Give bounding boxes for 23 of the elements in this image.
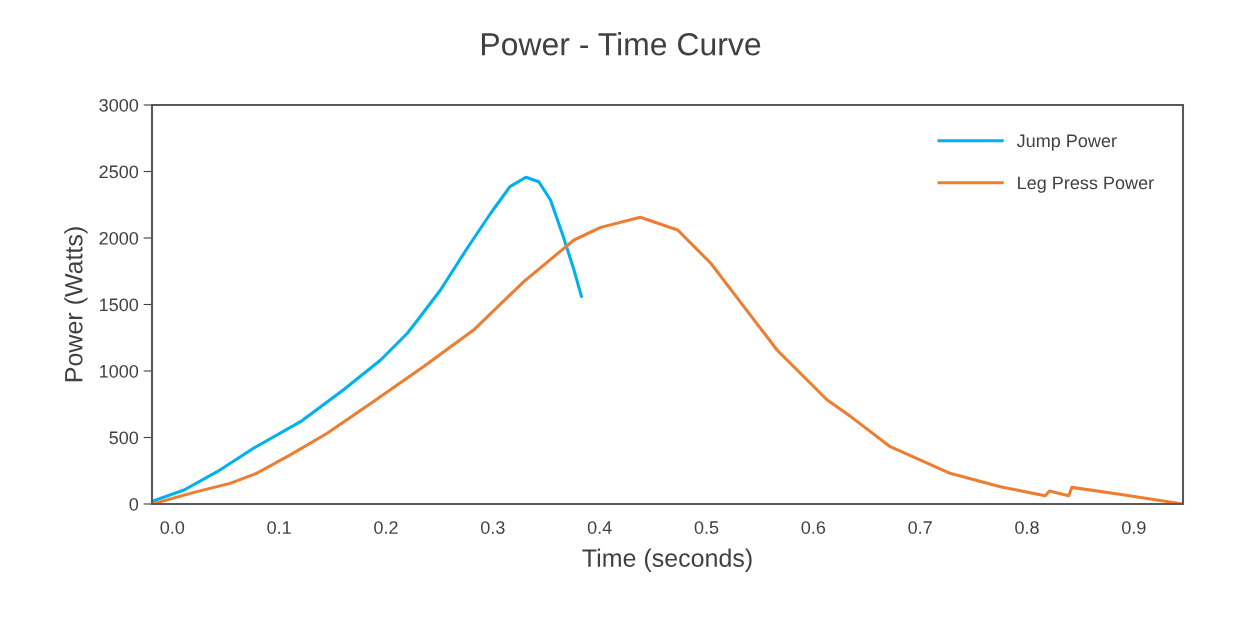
- x-tick-label: 0.2: [374, 521, 398, 534]
- x-tick-label: 0.4: [587, 521, 612, 534]
- y-tick-label: 3000: [99, 98, 139, 112]
- legend-label: Jump Power: [1016, 134, 1117, 151]
- x-tick-label: 0.6: [801, 521, 826, 534]
- y-tick-label: 2000: [99, 231, 139, 245]
- x-tick-label: 0.3: [480, 521, 505, 534]
- chart-title: Power - Time Curve: [482, 32, 761, 56]
- x-tick-label: 0.9: [1122, 521, 1146, 534]
- x-tick-label: 0.8: [1015, 521, 1039, 534]
- line-series: [152, 175, 584, 503]
- x-tick-label: 0.7: [908, 521, 932, 534]
- y-axis-title: Power (Watts): [64, 227, 88, 382]
- x-tick-label: 0.0: [160, 521, 185, 534]
- y-tick-label: 500: [109, 431, 139, 445]
- y-tick-label: 1500: [100, 298, 139, 312]
- y-tick-label: 0: [129, 497, 139, 511]
- x-axis-title: Time (seconds): [582, 548, 752, 572]
- x-tick-label: 0.5: [694, 521, 719, 534]
- legend-label: Leg Press Power: [1018, 176, 1154, 193]
- y-tick-label: 2500: [99, 165, 139, 179]
- x-tick-label: 0.1: [267, 521, 291, 534]
- y-tick-label: 1000: [100, 364, 139, 378]
